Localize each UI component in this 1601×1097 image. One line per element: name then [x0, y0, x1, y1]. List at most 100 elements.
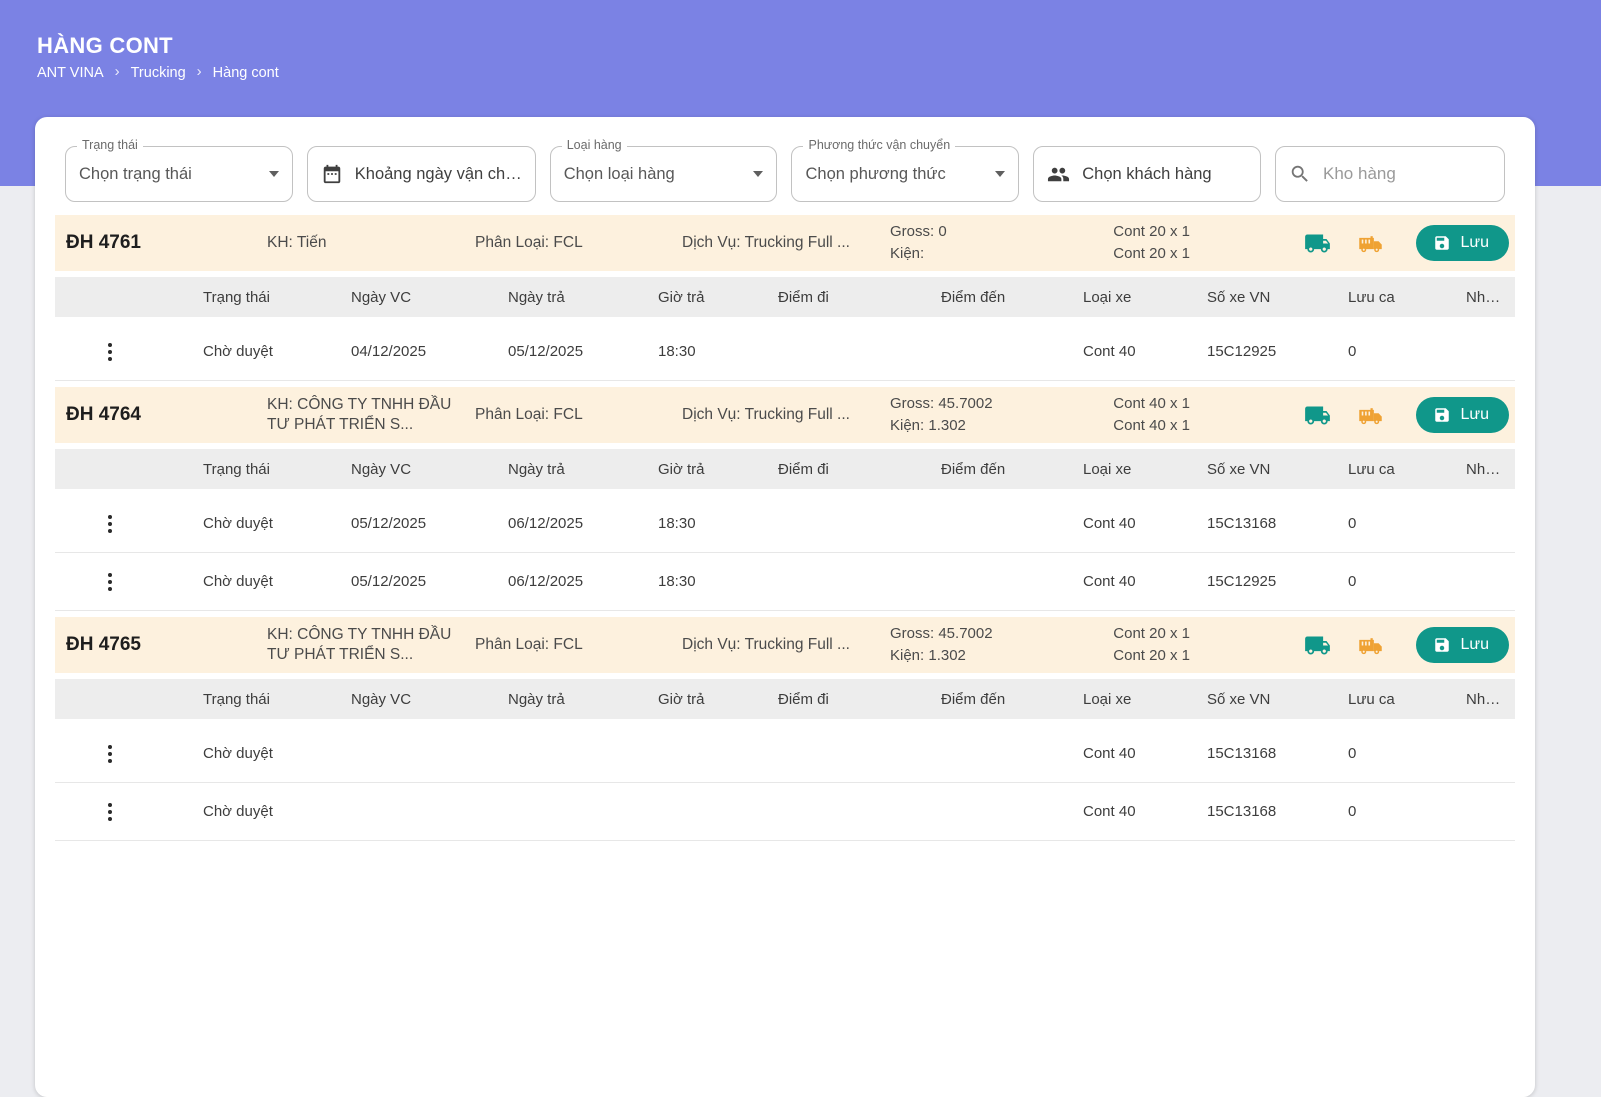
order-classification: Phân Loại: FCL — [475, 406, 682, 424]
breadcrumb-home[interactable]: ANT VINA — [37, 65, 104, 81]
column-header: Ngày VC — [351, 691, 508, 708]
column-header: Giờ trả — [658, 289, 778, 306]
order-classification: Phân Loại: FCL — [475, 234, 682, 252]
save-icon — [1433, 234, 1451, 252]
row-menu-cell — [55, 338, 203, 366]
chevron-down-icon — [995, 171, 1005, 177]
customer-select-button[interactable]: Chọn khách hàng — [1033, 146, 1261, 202]
cell-luu-ca: 0 — [1348, 803, 1466, 820]
column-header: Ngày VC — [351, 461, 508, 478]
column-header: Ngày trả — [508, 461, 658, 478]
cell-status: Chờ duyệt — [203, 803, 351, 820]
table-row: Chờ duyệt 04/12/2025 05/12/2025 18:30 Co… — [55, 323, 1515, 381]
date-range-button[interactable]: Khoảng ngày vận ch… — [307, 146, 536, 202]
column-header: Điểm đến — [941, 461, 1083, 478]
warehouse-search-input[interactable] — [1323, 164, 1491, 184]
order-group-header[interactable]: ĐH 4761 KH: Tiến Phân Loại: FCL Dịch Vụ:… — [55, 215, 1515, 271]
column-header: Giờ trả — [658, 691, 778, 708]
order-classification: Phân Loại: FCL — [475, 636, 682, 654]
column-header: Số xe VN — [1207, 289, 1348, 306]
content-card: Trạng thái Chọn trạng thái Khoảng ngày v… — [35, 117, 1535, 1097]
column-header: Loại xe — [1083, 691, 1207, 708]
order-cont-line: Cont 40 x 1 — [1098, 393, 1190, 416]
status-filter-value: Chọn trạng thái — [79, 165, 261, 184]
save-button[interactable]: Lưu — [1416, 627, 1509, 663]
order-group-header[interactable]: ĐH 4764 KH: CÔNG TY TNHH ĐẦU TƯ PHÁT TRI… — [55, 387, 1515, 443]
row-menu-button[interactable] — [103, 740, 117, 768]
cell-luu-ca: 0 — [1348, 573, 1466, 590]
column-header: Trạng thái — [203, 691, 351, 708]
orders-table: ĐH 4761 KH: Tiến Phân Loại: FCL Dịch Vụ:… — [55, 215, 1515, 841]
breadcrumb-trucking[interactable]: Trucking — [131, 65, 186, 81]
cell-so-xe-vn: 15C13168 — [1207, 515, 1348, 532]
transport-method-label: Phương thức vận chuyển — [803, 138, 955, 152]
save-button[interactable]: Lưu — [1416, 225, 1509, 261]
order-group: ĐH 4761 KH: Tiến Phân Loại: FCL Dịch Vụ:… — [55, 215, 1515, 381]
customer-select-label: Chọn khách hàng — [1082, 165, 1247, 184]
cell-gio-tra: 18:30 — [658, 515, 778, 532]
cell-ngay-tra: 06/12/2025 — [508, 573, 658, 590]
column-header: Điểm đi — [778, 289, 941, 306]
fire-truck-icon[interactable] — [1357, 632, 1384, 659]
column-header: Trạng thái — [203, 461, 351, 478]
cell-so-xe-vn: 15C12925 — [1207, 573, 1348, 590]
row-menu-button[interactable] — [103, 338, 117, 366]
cargo-type-value: Chọn loại hàng — [564, 165, 746, 184]
truck-icon[interactable] — [1304, 230, 1331, 257]
order-cont-block: Cont 20 x 1 Cont 20 x 1 — [1098, 221, 1190, 266]
warehouse-search-box — [1275, 146, 1505, 202]
row-menu-button[interactable] — [103, 510, 117, 538]
search-icon — [1289, 163, 1311, 185]
order-gross-block: Gross: 0 Kiện: — [890, 221, 1098, 266]
truck-icon[interactable] — [1304, 632, 1331, 659]
row-menu-button[interactable] — [103, 568, 117, 596]
column-header: Trạng thái — [203, 289, 351, 306]
column-header: Điểm đến — [941, 289, 1083, 306]
row-menu-button[interactable] — [103, 798, 117, 826]
cell-so-xe-vn: 15C13168 — [1207, 745, 1348, 762]
order-id: ĐH 4761 — [55, 232, 267, 254]
column-header: Lưu ca — [1348, 289, 1466, 306]
order-gross-block: Gross: 45.7002 Kiện: 1.302 — [890, 393, 1098, 438]
order-group: ĐH 4765 KH: CÔNG TY TNHH ĐẦU TƯ PHÁT TRI… — [55, 617, 1515, 841]
transport-method-select[interactable]: Phương thức vận chuyển Chọn phương thức — [791, 146, 1019, 202]
order-pieces: Kiện: 1.302 — [890, 415, 1098, 438]
cell-luu-ca: 0 — [1348, 343, 1466, 360]
order-cont-block: Cont 40 x 1 Cont 40 x 1 — [1098, 393, 1190, 438]
save-button[interactable]: Lưu — [1416, 397, 1509, 433]
breadcrumb: ANT VINA › Trucking › Hàng cont — [37, 64, 279, 81]
cell-so-xe-vn: 15C12925 — [1207, 343, 1348, 360]
column-header: Nhà xe — [1466, 691, 1515, 708]
order-actions: Lưu — [1190, 627, 1515, 663]
fire-truck-icon[interactable] — [1357, 230, 1384, 257]
order-customer: KH: Tiến — [267, 233, 475, 253]
chevron-down-icon — [753, 171, 763, 177]
truck-icon[interactable] — [1304, 402, 1331, 429]
cell-loai-xe: Cont 40 — [1083, 515, 1207, 532]
order-cont-line: Cont 20 x 1 — [1098, 645, 1190, 668]
date-range-label: Khoảng ngày vận ch… — [355, 165, 522, 184]
chevron-right-icon: › — [197, 63, 202, 80]
cell-ngay-tra: 05/12/2025 — [508, 343, 658, 360]
column-header: Số xe VN — [1207, 691, 1348, 708]
row-menu-cell — [55, 798, 203, 826]
order-service: Dịch Vụ: Trucking Full ... — [682, 636, 890, 654]
order-cont-line: Cont 20 x 1 — [1098, 623, 1190, 646]
order-group-header[interactable]: ĐH 4765 KH: CÔNG TY TNHH ĐẦU TƯ PHÁT TRI… — [55, 617, 1515, 673]
column-header: Điểm đi — [778, 461, 941, 478]
cell-ngay-vc: 05/12/2025 — [351, 515, 508, 532]
save-button-label: Lưu — [1460, 406, 1489, 424]
fire-truck-icon[interactable] — [1357, 402, 1384, 429]
column-header: Lưu ca — [1348, 461, 1466, 478]
column-header: Ngày trả — [508, 289, 658, 306]
order-pieces: Kiện: 1.302 — [890, 645, 1098, 668]
row-menu-cell — [55, 510, 203, 538]
cell-status: Chờ duyệt — [203, 573, 351, 590]
chevron-down-icon — [269, 171, 279, 177]
save-button-label: Lưu — [1460, 636, 1489, 654]
order-cont-line: Cont 20 x 1 — [1098, 221, 1190, 244]
row-menu-cell — [55, 740, 203, 768]
order-actions: Lưu — [1190, 397, 1515, 433]
status-filter-select[interactable]: Trạng thái Chọn trạng thái — [65, 146, 293, 202]
cargo-type-select[interactable]: Loại hàng Chọn loại hàng — [550, 146, 778, 202]
